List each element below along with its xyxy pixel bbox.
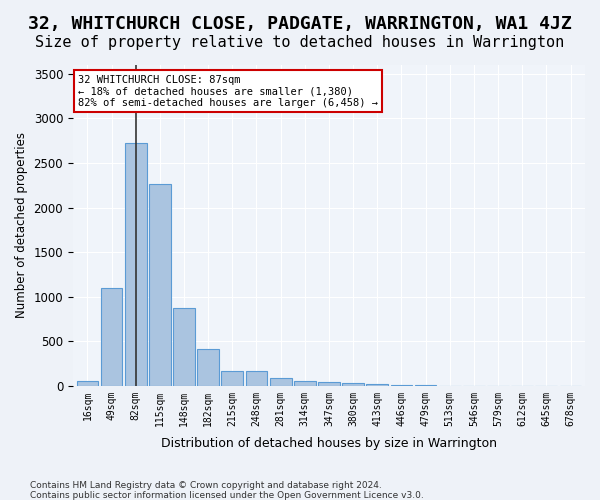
Bar	[318, 382, 340, 386]
Bar	[149, 184, 171, 386]
Text: 32, WHITCHURCH CLOSE, PADGATE, WARRINGTON, WA1 4JZ: 32, WHITCHURCH CLOSE, PADGATE, WARRINGTO…	[28, 15, 572, 33]
Bar	[367, 384, 388, 386]
Text: Contains HM Land Registry data © Crown copyright and database right 2024.: Contains HM Land Registry data © Crown c…	[30, 481, 382, 490]
Bar	[77, 382, 98, 386]
Bar	[125, 142, 146, 386]
Bar	[101, 288, 122, 386]
Bar	[270, 378, 292, 386]
Bar	[221, 370, 243, 386]
Bar	[197, 349, 219, 386]
Text: Size of property relative to detached houses in Warrington: Size of property relative to detached ho…	[35, 35, 565, 50]
X-axis label: Distribution of detached houses by size in Warrington: Distribution of detached houses by size …	[161, 437, 497, 450]
Bar	[245, 371, 268, 386]
Text: Contains public sector information licensed under the Open Government Licence v3: Contains public sector information licen…	[30, 491, 424, 500]
Bar	[173, 308, 195, 386]
Bar	[342, 382, 364, 386]
Text: 32 WHITCHURCH CLOSE: 87sqm
← 18% of detached houses are smaller (1,380)
82% of s: 32 WHITCHURCH CLOSE: 87sqm ← 18% of deta…	[78, 74, 378, 108]
Y-axis label: Number of detached properties: Number of detached properties	[15, 132, 28, 318]
Bar	[294, 381, 316, 386]
